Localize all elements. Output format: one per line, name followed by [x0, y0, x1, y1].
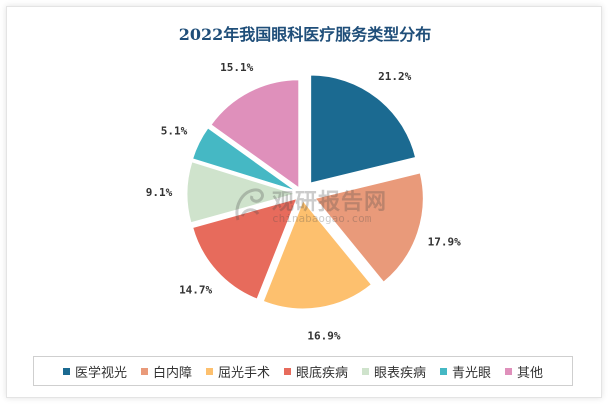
data-label-5: 5.1%: [161, 124, 188, 137]
legend-swatch-1: [140, 367, 148, 375]
legend-label-5: 青光眼: [452, 365, 492, 381]
pie-slice-6: [210, 79, 300, 189]
legend-item-2: 屈光手术: [205, 362, 270, 381]
pie-slice-4: [186, 161, 297, 224]
pie-slice-2: [262, 199, 373, 310]
pie-slice-0: [310, 74, 417, 184]
pie-slice-5: [191, 127, 297, 192]
legend-item-6: 其他: [505, 362, 543, 381]
legend-item-3: 眼底疾病: [283, 362, 348, 381]
legend-swatch-0: [62, 367, 70, 375]
pie-slice-1: [314, 172, 424, 283]
legend-item-5: 青光眼: [440, 362, 491, 381]
legend-label-2: 屈光手术: [217, 365, 270, 381]
data-label-3: 14.7%: [179, 284, 212, 297]
legend-item-4: 眼表疾病: [362, 362, 426, 381]
pie-slice-3: [192, 197, 298, 300]
legend-swatch-6: [505, 367, 513, 375]
legend-swatch-5: [440, 367, 448, 375]
legend-label-4: 眼表疾病: [374, 365, 427, 381]
legend-swatch-3: [283, 367, 291, 375]
legend-swatch-4: [362, 367, 369, 375]
data-label-1: 17.9%: [428, 236, 461, 249]
chart-title: 2022年我国眼科医疗服务类型分布: [178, 25, 432, 44]
legend-item-0: 医学视光: [62, 362, 127, 381]
chart-legend: 医学视光 白内障 屈光手术 眼底疾病 眼表疾病 青光眼 其他: [33, 356, 573, 386]
data-label-0: 21.2%: [378, 70, 411, 83]
legend-item-1: 白内障: [140, 362, 192, 381]
data-label-4: 9.1%: [146, 186, 173, 199]
data-label-2: 16.9%: [307, 329, 340, 342]
legend-label-6: 其他: [517, 365, 544, 381]
legend-label-3: 眼底疾病: [295, 365, 348, 381]
legend-swatch-2: [205, 367, 213, 375]
data-label-6: 15.1%: [220, 61, 253, 74]
legend-label-0: 医学视光: [74, 365, 127, 381]
legend-label-1: 白内障: [152, 365, 192, 381]
